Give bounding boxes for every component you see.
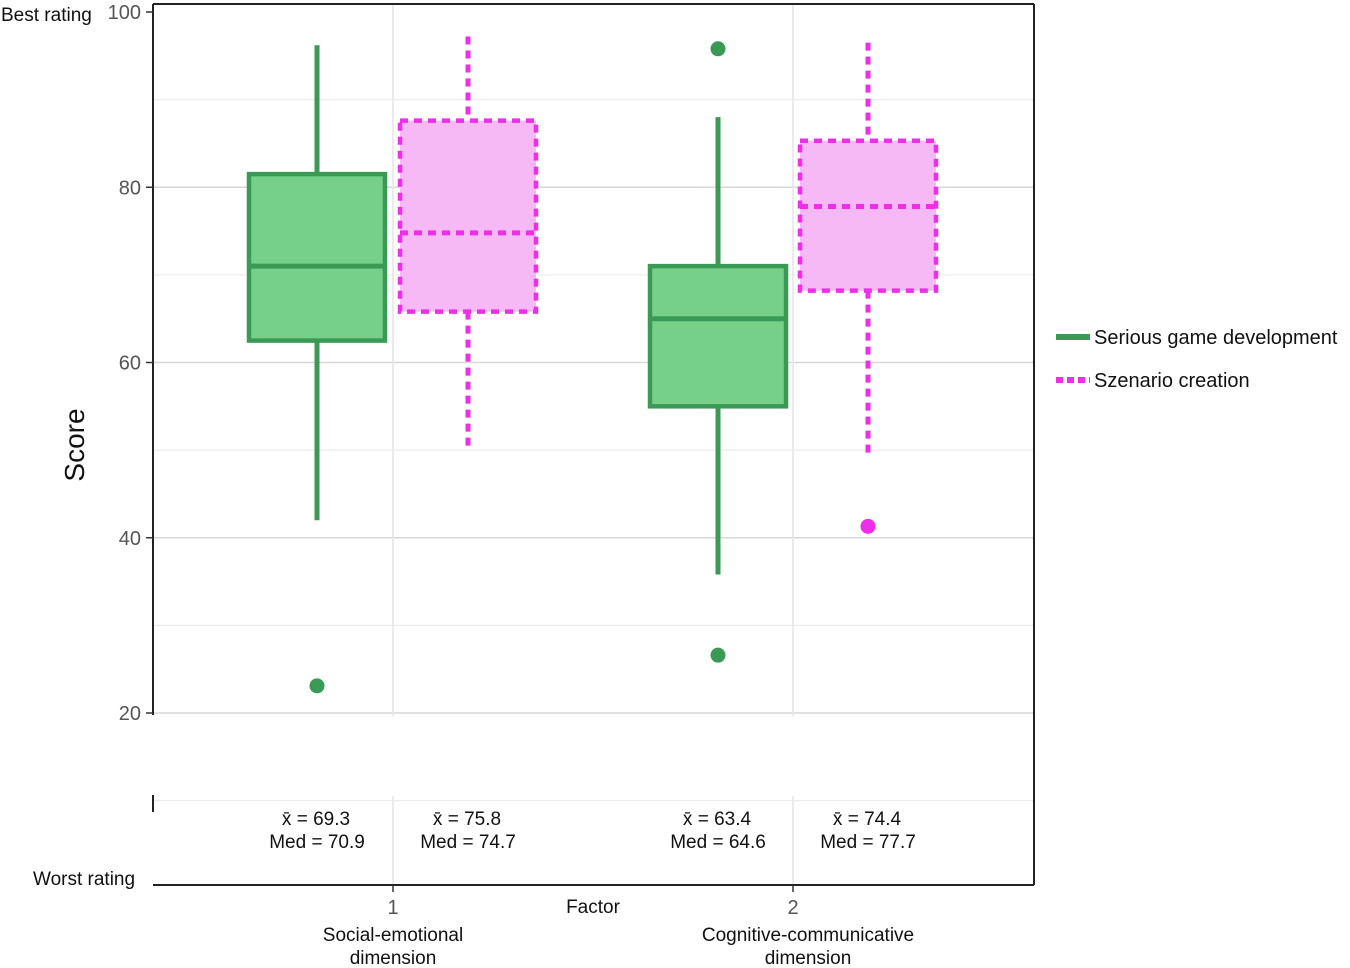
y-tick-label: 20 — [119, 703, 141, 725]
boxes — [246, 36, 939, 694]
x-axis-title: Factor — [566, 897, 621, 918]
outlier-point — [309, 678, 325, 694]
y-tick-label: 40 — [119, 528, 141, 550]
gridlines — [153, 4, 1034, 885]
iqr-box — [797, 138, 939, 293]
outlier-point — [710, 647, 726, 663]
y-tick-label: 60 — [119, 353, 141, 375]
y-tick-label: 80 — [119, 177, 141, 199]
worst-rating-label: Worst rating — [33, 869, 135, 890]
median-label: Med = 77.7 — [820, 832, 916, 853]
box-szenario-2 — [797, 42, 939, 534]
x-tick-label: 1 — [387, 897, 398, 919]
x-axis: 1Social-emotionaldimension2Cognitive-com… — [323, 885, 914, 968]
legend-label-2: Szenario creation — [1094, 370, 1250, 392]
legend: Serious game development Szenario creatio… — [1056, 327, 1338, 392]
median-label: Med = 64.6 — [670, 832, 766, 853]
mean-label: x̄ = 63.4 — [683, 809, 752, 830]
iqr-box — [246, 171, 388, 343]
median-label: Med = 70.9 — [269, 832, 365, 853]
plot-panel — [153, 4, 1034, 885]
box-serious-game-2 — [647, 41, 789, 663]
legend-label-1: Serious game development — [1094, 327, 1338, 349]
x-tick-label: 2 — [787, 897, 798, 919]
mean-label: x̄ = 75.8 — [433, 809, 501, 830]
iqr-box — [397, 118, 539, 314]
category-name-line2: dimension — [350, 948, 437, 968]
category-name-line2: dimension — [765, 948, 852, 968]
y-axis-title: Score — [59, 408, 90, 481]
panel-frame — [152, 3, 1035, 886]
category-name-line1: Cognitive-communicative — [702, 925, 914, 946]
category-name-line1: Social-emotional — [323, 925, 463, 946]
box-serious-game-1 — [246, 45, 388, 694]
mean-label: x̄ = 74.4 — [833, 809, 902, 830]
best-rating-label: Best rating — [1, 5, 92, 26]
median-label: Med = 74.7 — [420, 832, 516, 853]
y-tick-label: 100 — [108, 2, 141, 24]
outlier-point — [710, 41, 726, 57]
outlier-point — [860, 518, 876, 534]
mean-label: x̄ = 69.3 — [282, 809, 350, 830]
box-szenario-1 — [397, 36, 539, 446]
iqr-box — [647, 263, 789, 409]
y-axis: 20 40 60 80 100 — [108, 2, 153, 725]
